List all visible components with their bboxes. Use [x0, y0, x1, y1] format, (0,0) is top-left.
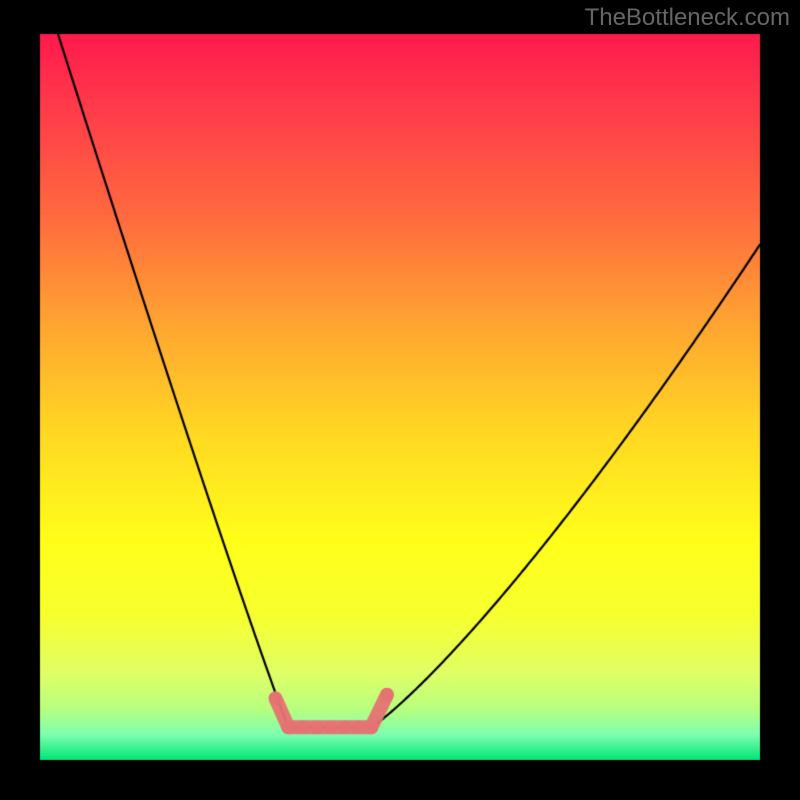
chart-stage: TheBottleneck.com: [0, 0, 800, 800]
watermark-text: TheBottleneck.com: [585, 4, 790, 32]
bottleneck-chart-canvas: [0, 0, 800, 800]
